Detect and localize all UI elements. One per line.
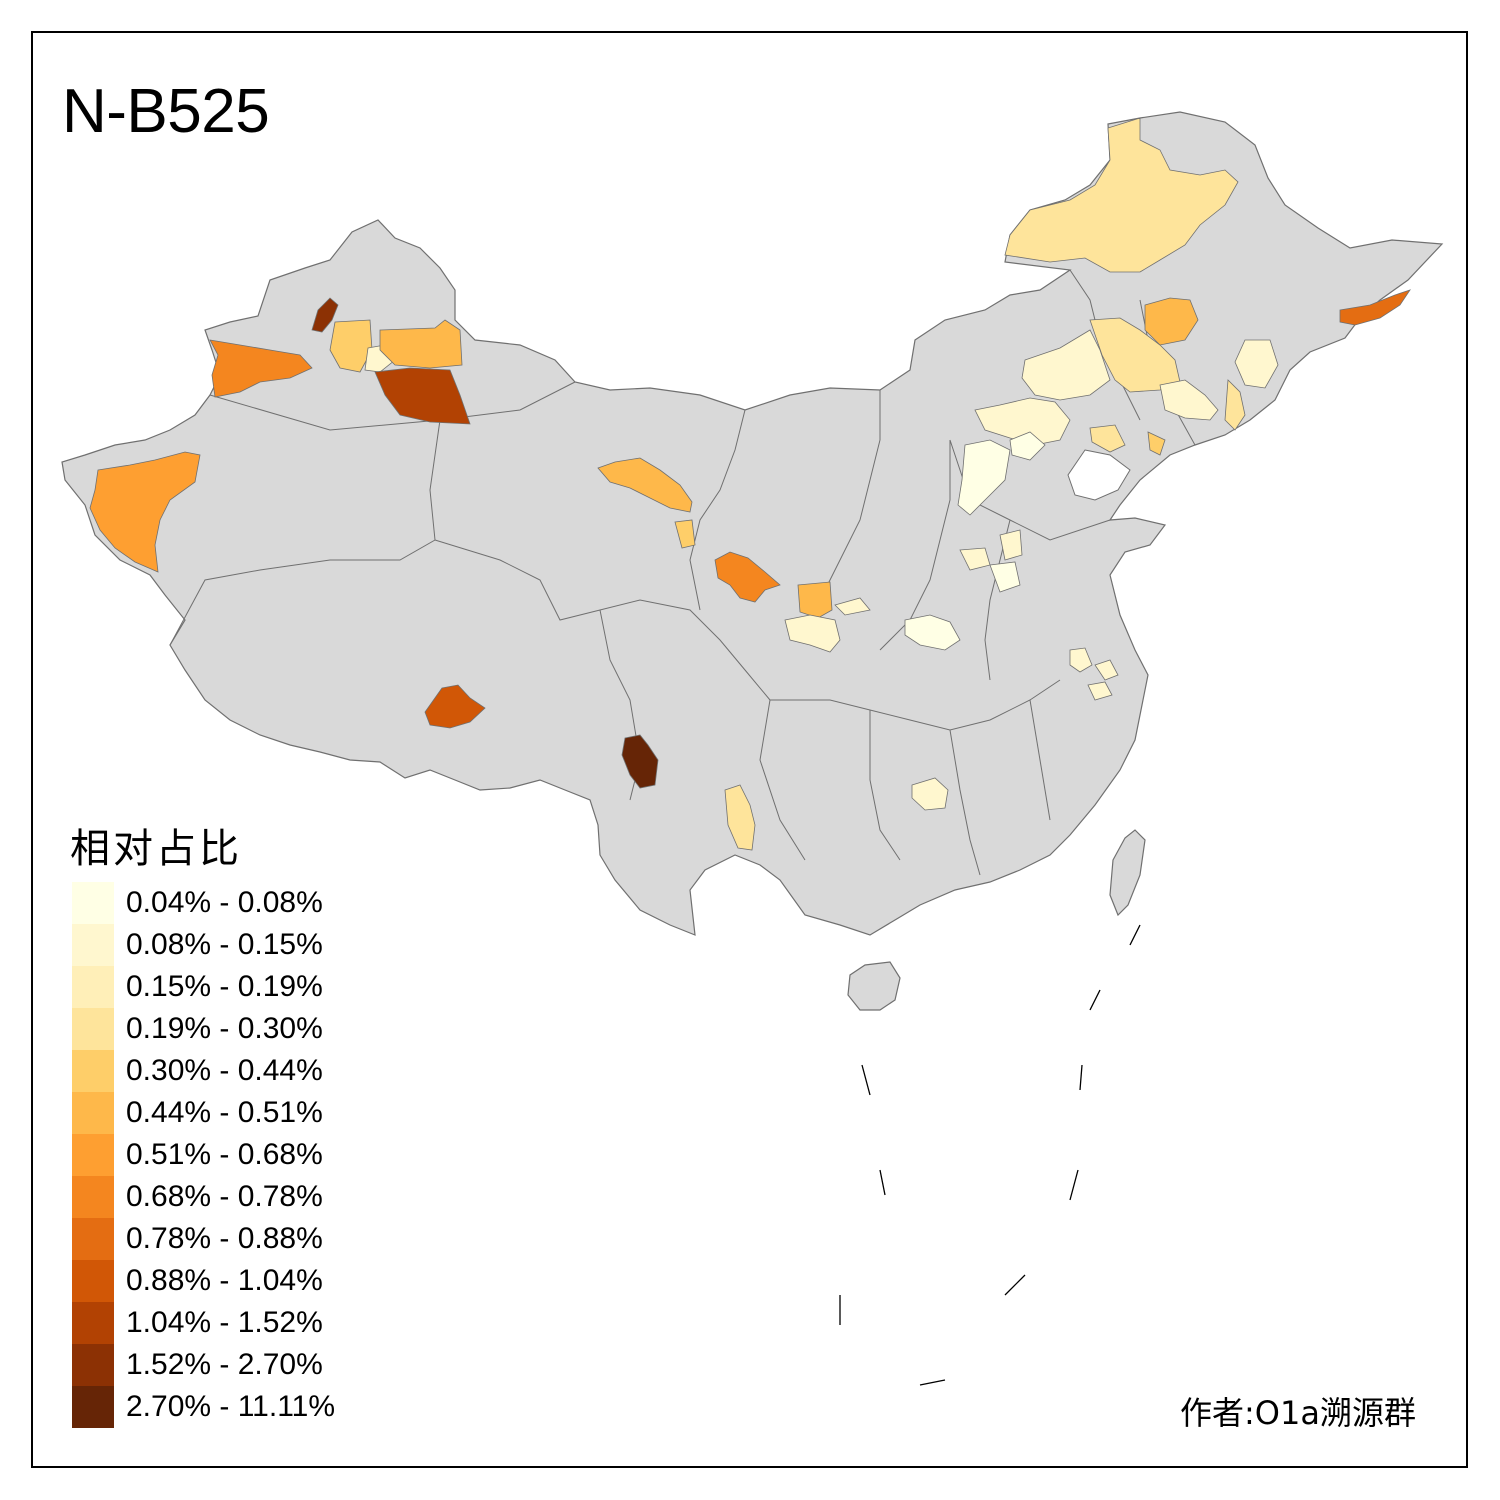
region-bortala-north (311, 297, 339, 333)
legend-label: 1.52% - 2.70% (126, 1348, 323, 1381)
legend-label: 0.44% - 0.51% (126, 1096, 323, 1129)
mainland-outline (61, 111, 1444, 936)
colored-regions (89, 117, 1411, 851)
legend-swatch (72, 966, 114, 1008)
author-credit: 作者:O1a溯源群 (1180, 1394, 1416, 1432)
bohai-sea (1067, 449, 1131, 501)
region-shaanxi-south (784, 614, 841, 653)
south-china-sea-dashes (839, 924, 1141, 1386)
legend-label: 1.04% - 1.52% (126, 1306, 323, 1339)
region-nujiang (621, 734, 659, 789)
region-nagqu (424, 684, 486, 729)
legend-swatch (72, 1008, 114, 1050)
region-shaanxi-east (834, 597, 871, 616)
legend-label: 0.30% - 0.44% (126, 1054, 323, 1087)
legend-label: 0.04% - 0.08% (126, 886, 323, 919)
region-dalian (1147, 431, 1166, 456)
region-gansu-south (714, 551, 781, 603)
legend-title: 相对占比 (70, 826, 242, 872)
legend-label: 0.08% - 0.15% (126, 928, 323, 961)
region-hubei (911, 777, 949, 811)
region-altay (379, 319, 463, 369)
legend-swatch (72, 1092, 114, 1134)
legend-label: 0.19% - 0.30% (126, 1012, 323, 1045)
region-heilongjiang-east (1339, 289, 1411, 326)
legend-label: 2.70% - 11.11% (126, 1390, 336, 1423)
region-ili (209, 339, 313, 398)
region-changji (374, 367, 471, 425)
region-kashgar (89, 451, 201, 573)
region-shandong-mid (989, 561, 1021, 593)
region-tacheng (329, 319, 373, 373)
region-tianshui (797, 581, 833, 619)
map-title: N-B525 (62, 77, 270, 146)
legend-swatch (72, 1344, 114, 1386)
legend-label: 0.51% - 0.68% (126, 1138, 323, 1171)
legend-swatch (72, 1302, 114, 1344)
region-hebei-mid (957, 439, 1011, 516)
region-henan (904, 614, 961, 651)
region-hulunbuir (1004, 117, 1239, 273)
legend-swatch (72, 1260, 114, 1302)
hainan-island (847, 961, 901, 1011)
legend-label: 0.78% - 0.88% (126, 1222, 323, 1255)
region-liaoning-east (1224, 379, 1246, 431)
legend-swatch (72, 924, 114, 966)
region-beijing (1009, 431, 1046, 461)
region-hexi (597, 457, 693, 513)
region-inner-mongolia-east (1021, 329, 1111, 401)
legend-swatch (72, 1176, 114, 1218)
region-jiangsu-east (1094, 659, 1119, 681)
legend-label: 0.68% - 0.78% (126, 1180, 323, 1213)
legend-swatch (72, 1218, 114, 1260)
region-liaoning (1159, 379, 1219, 421)
china-landmass (61, 111, 1444, 1011)
taiwan-island (1109, 829, 1146, 917)
legend-label: 0.15% - 0.19% (126, 970, 323, 1003)
legend-label: 0.88% - 1.04% (126, 1264, 323, 1297)
legend-swatch (72, 1050, 114, 1092)
map-frame (31, 31, 1468, 1468)
region-yunnan-mid (724, 784, 756, 851)
region-hebei-north (974, 397, 1071, 446)
region-jilin-east (1234, 339, 1279, 389)
legend-swatch (72, 882, 114, 924)
region-liaoning-south (1089, 424, 1126, 453)
region-jiangsu (1069, 647, 1093, 673)
region-shandong-west (999, 529, 1023, 561)
region-qinghai-small (674, 519, 696, 549)
region-shanghai-area (1087, 681, 1113, 701)
region-heilongjiang-south (1144, 297, 1199, 346)
legend-swatch (72, 1134, 114, 1176)
legend-swatch (72, 1386, 114, 1428)
